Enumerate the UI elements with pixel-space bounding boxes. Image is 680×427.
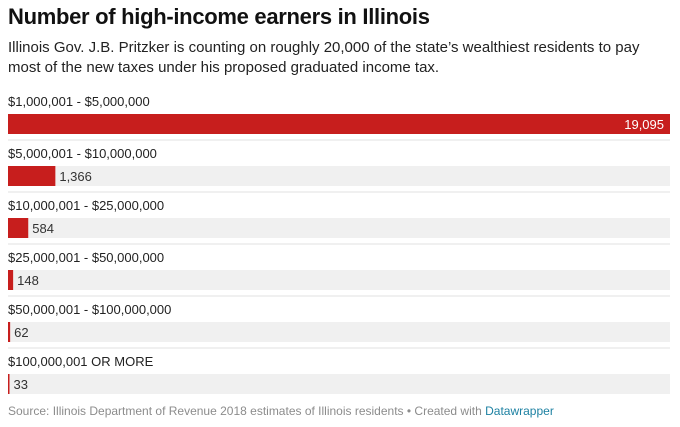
bar (8, 374, 10, 394)
category-label: $25,000,001 - $50,000,000 (8, 250, 164, 265)
bar (8, 218, 29, 238)
value-label: 19,095 (624, 117, 664, 132)
category-label: $100,000,001 OR MORE (8, 354, 154, 369)
category-label: $5,000,001 - $10,000,000 (8, 146, 157, 161)
source-text: Source: Illinois Department of Revenue 2… (8, 404, 486, 418)
value-label: 584 (32, 221, 54, 236)
category-label: $1,000,001 - $5,000,000 (8, 94, 150, 109)
bar (8, 322, 11, 342)
bar-track (8, 322, 670, 342)
bar-track (8, 218, 670, 238)
bar-track (8, 166, 670, 186)
value-label: 148 (17, 273, 39, 288)
category-label: $10,000,001 - $25,000,000 (8, 198, 164, 213)
bar-track (8, 374, 670, 394)
value-label: 1,366 (59, 169, 92, 184)
chart-subtitle: Illinois Gov. J.B. Pritzker is counting … (8, 39, 640, 76)
category-label: $50,000,001 - $100,000,000 (8, 302, 171, 317)
bar (8, 166, 56, 186)
value-label: 62 (14, 325, 28, 340)
bar-chart: $1,000,001 - $5,000,000 19,095 $5,000,001 … (8, 94, 670, 394)
bar (8, 114, 670, 134)
value-label: 33 (14, 377, 28, 392)
bar-track (8, 270, 670, 290)
source-note: Source: Illinois Department of Revenue 2… (8, 404, 554, 418)
datawrapper-link[interactable]: Datawrapper (485, 404, 554, 418)
bar (8, 270, 14, 290)
chart-title: Number of high-income earners in Illinoi… (8, 4, 430, 29)
